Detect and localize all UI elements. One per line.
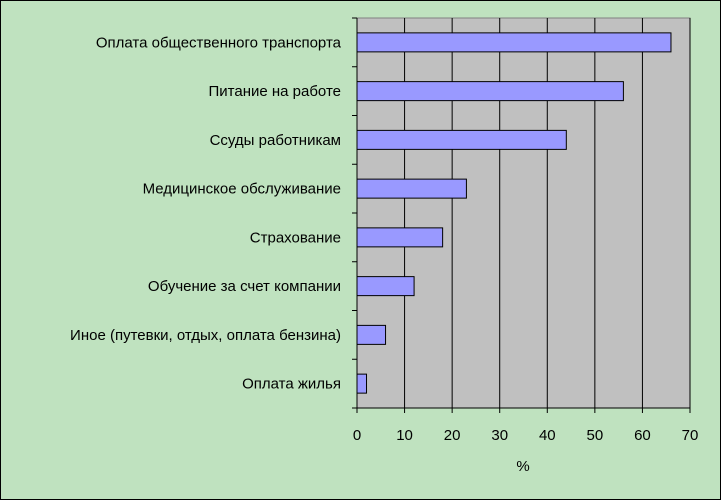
- category-label-4: Медицинское обслуживание: [143, 181, 341, 198]
- x-tick-label-40: 40: [539, 427, 556, 444]
- axes: [352, 17, 691, 413]
- x-tick-label-10: 10: [396, 427, 413, 444]
- category-label-6: Обучение за счет компании: [148, 278, 341, 295]
- x-tick-label-30: 30: [491, 427, 508, 444]
- bar-3: [356, 129, 567, 150]
- x-tick-label-50: 50: [587, 427, 604, 444]
- bar-7: [356, 324, 387, 345]
- x-tick-label-0: 0: [353, 427, 361, 444]
- category-label-1: Оплата общественного транспорта: [96, 34, 342, 51]
- category-label-5: Страхование: [250, 229, 341, 246]
- bar-4: [356, 178, 467, 199]
- bar-2: [356, 81, 624, 102]
- category-label-2: Питание на работе: [208, 83, 341, 100]
- bar-8: [356, 373, 368, 394]
- category-label-7: Иное (путевки, отдых, оплата бензина): [70, 327, 341, 344]
- x-axis-title: %: [516, 458, 529, 475]
- bar-5: [356, 227, 444, 248]
- x-tick-labels: 0 10 20 30 40 50 60 70: [353, 427, 699, 444]
- x-tick-label-60: 60: [634, 427, 651, 444]
- bar-1: [356, 32, 672, 53]
- bars: [356, 32, 672, 394]
- category-labels: Оплата общественного транспорта Питание н…: [70, 34, 342, 392]
- category-label-8: Оплата жилья: [242, 376, 341, 393]
- x-tick-label-20: 20: [444, 427, 461, 444]
- plot-area: [356, 17, 691, 409]
- x-tick-label-70: 70: [682, 427, 699, 444]
- category-label-3: Ссуды работникам: [210, 132, 341, 149]
- bar-6: [356, 276, 415, 297]
